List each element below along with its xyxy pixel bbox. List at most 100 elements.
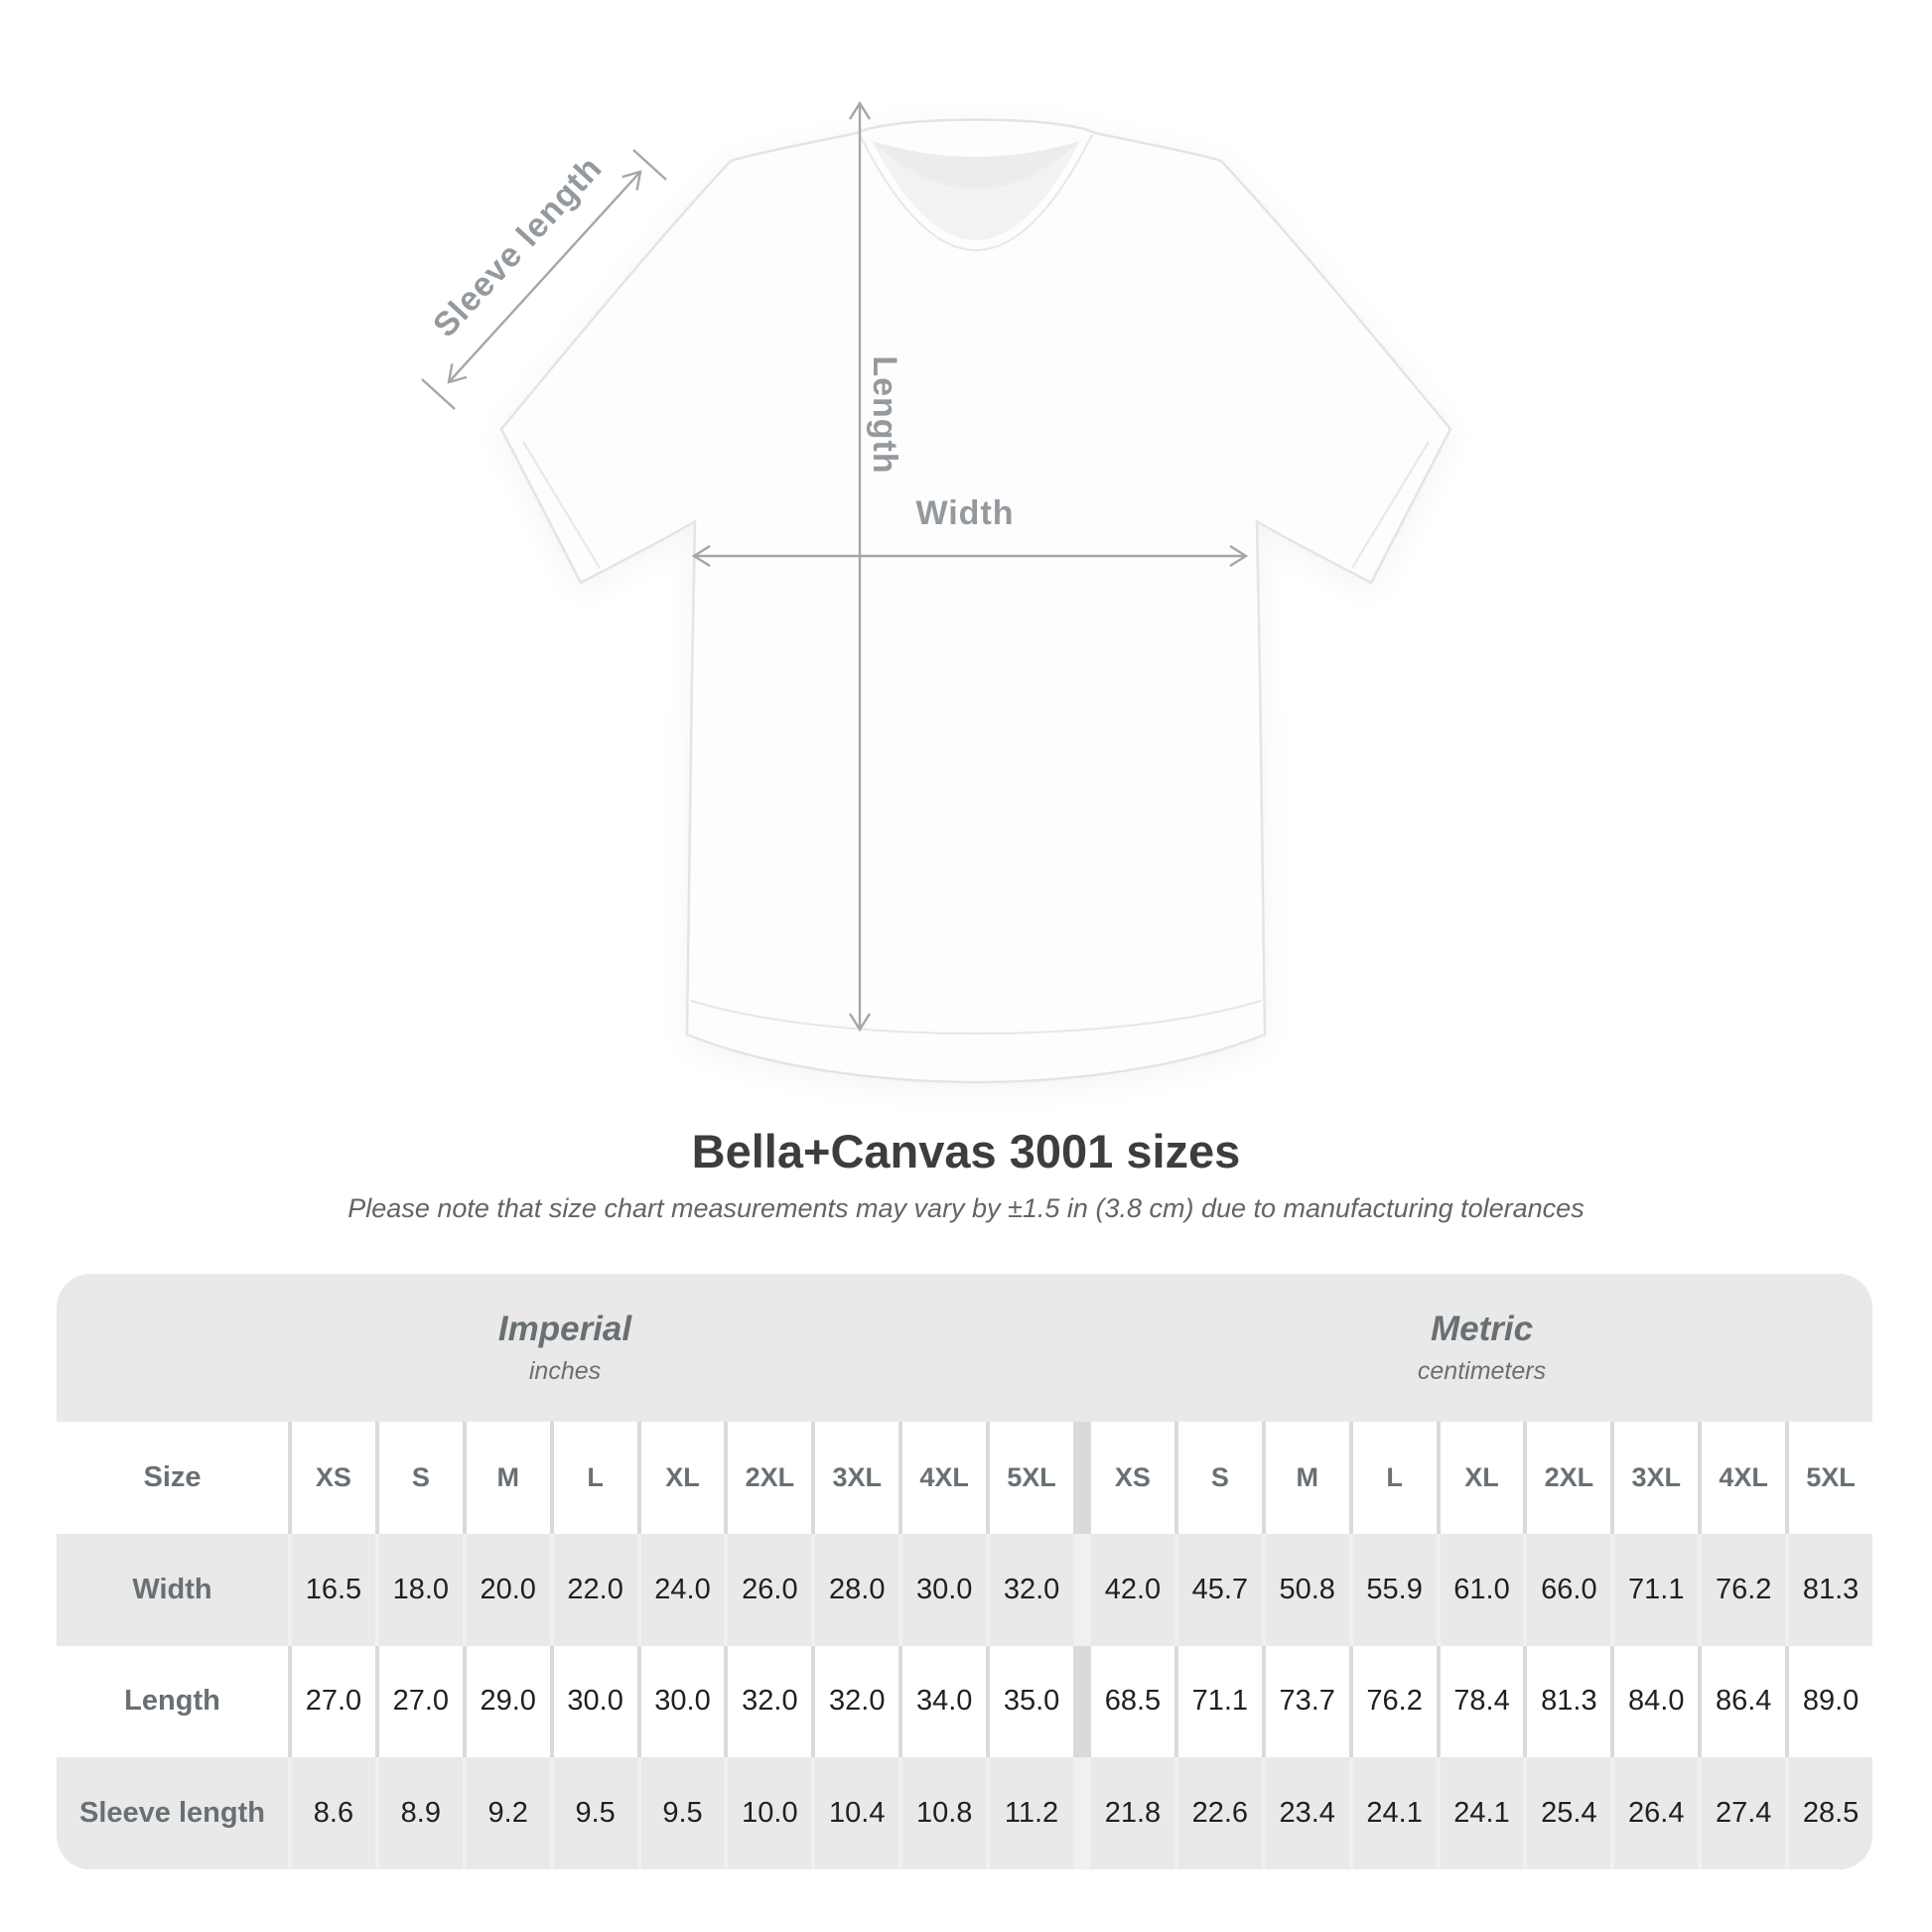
value-cell: 8.6 xyxy=(292,1757,375,1869)
value-cell: 11.2 xyxy=(990,1757,1073,1869)
value-cell: 30.0 xyxy=(902,1533,987,1646)
value-cell: 10.8 xyxy=(902,1757,987,1869)
tshirt-left-cuff-seam xyxy=(522,441,601,569)
table-row: Sleeve length 8.6 8.9 9.2 9.5 9.5 10.0 10.4 10.8… xyxy=(57,1757,1872,1869)
imperial-title: Imperial xyxy=(497,1309,632,1348)
value-cell: 26.0 xyxy=(728,1533,812,1646)
value-cell: 10.4 xyxy=(815,1757,899,1869)
value-cell: 25.4 xyxy=(1527,1757,1611,1869)
size-header-cell: XL xyxy=(640,1422,725,1534)
value-cell: 50.8 xyxy=(1265,1533,1349,1646)
value-cell: 68.5 xyxy=(1090,1645,1174,1758)
value-cell: 32.0 xyxy=(990,1533,1073,1646)
tshirt-body xyxy=(499,118,1452,1084)
value-cell: 27.0 xyxy=(292,1645,375,1758)
metric-title: Metric xyxy=(1430,1309,1534,1348)
page-subtitle: Please note that size chart measurements… xyxy=(347,1193,1585,1223)
value-cell: 66.0 xyxy=(1527,1533,1611,1646)
row-label: Length xyxy=(57,1645,288,1758)
value-cell: 34.0 xyxy=(902,1645,987,1758)
value-cell: 76.2 xyxy=(1352,1645,1437,1758)
value-cell: 28.5 xyxy=(1789,1757,1872,1869)
size-header-cell: S xyxy=(378,1422,463,1534)
value-cell: 73.7 xyxy=(1265,1645,1349,1758)
value-cell: 28.0 xyxy=(815,1533,899,1646)
value-cell: 30.0 xyxy=(640,1645,725,1758)
value-cell: 10.0 xyxy=(728,1757,812,1869)
value-cell: 23.4 xyxy=(1265,1757,1349,1869)
imperial-header: Imperial inches xyxy=(57,1274,1073,1422)
size-header-cell: 5XL xyxy=(1789,1422,1872,1534)
table-row: Width 16.5 18.0 20.0 22.0 24.0 26.0 28.0 30.0 32.… xyxy=(57,1533,1872,1646)
value-cell: 16.5 xyxy=(292,1533,375,1646)
tshirt-hem-seam xyxy=(690,1000,1262,1035)
value-cell: 71.1 xyxy=(1614,1533,1699,1646)
size-header-cell: 3XL xyxy=(1614,1422,1699,1534)
size-header-cell: 2XL xyxy=(1527,1422,1611,1534)
value-cell: 9.2 xyxy=(466,1757,550,1869)
tshirt-neck-shadow xyxy=(872,141,1080,189)
value-cell: 26.4 xyxy=(1614,1757,1699,1869)
value-cell: 20.0 xyxy=(466,1533,550,1646)
row-label: Width xyxy=(57,1533,288,1646)
value-cell: 78.4 xyxy=(1440,1645,1524,1758)
width-dimension: Width xyxy=(691,494,1249,568)
size-row-label: Size xyxy=(57,1422,288,1534)
value-cell: 86.4 xyxy=(1702,1645,1786,1758)
value-cell: 42.0 xyxy=(1090,1533,1174,1646)
value-cell: 29.0 xyxy=(466,1645,550,1758)
value-cell: 30.0 xyxy=(553,1645,637,1758)
value-cell: 84.0 xyxy=(1614,1645,1699,1758)
size-header-cell: L xyxy=(1352,1422,1437,1534)
value-cell: 76.2 xyxy=(1702,1533,1786,1646)
size-header-cell: M xyxy=(1265,1422,1349,1534)
value-cell: 81.3 xyxy=(1789,1533,1872,1646)
size-header-cell: 4XL xyxy=(1702,1422,1786,1534)
size-header-cell: S xyxy=(1177,1422,1262,1534)
value-cell: 32.0 xyxy=(728,1645,812,1758)
imperial-unit: inches xyxy=(528,1357,602,1386)
row-label: Sleeve length xyxy=(57,1757,288,1869)
value-cell: 8.9 xyxy=(378,1757,463,1869)
value-cell: 18.0 xyxy=(378,1533,463,1646)
value-cell: 61.0 xyxy=(1440,1533,1524,1646)
value-cell: 27.4 xyxy=(1702,1757,1786,1869)
size-header-cell: 3XL xyxy=(815,1422,899,1534)
size-header-cell: 2XL xyxy=(728,1422,812,1534)
tshirt-collar-seam xyxy=(859,134,1093,251)
tshirt-illustration xyxy=(499,118,1452,1084)
value-cell: 21.8 xyxy=(1090,1757,1174,1869)
size-header-cell: 5XL xyxy=(990,1422,1073,1534)
value-cell: 45.7 xyxy=(1177,1533,1262,1646)
size-header-cell: L xyxy=(553,1422,637,1534)
value-cell: 22.6 xyxy=(1177,1757,1262,1869)
size-header-cell: M xyxy=(466,1422,550,1534)
size-header-row: Size XS S M L XL 2XL 3XL 4XL 5XL XS S M L XL 2XL 3XL 4XL… xyxy=(57,1422,1872,1534)
size-header-cell: XL xyxy=(1440,1422,1524,1534)
size-header-cell: 4XL xyxy=(902,1422,987,1534)
value-cell: 24.1 xyxy=(1352,1757,1437,1869)
length-label: Length xyxy=(866,355,903,474)
value-cell: 9.5 xyxy=(640,1757,725,1869)
table-row: Length 27.0 27.0 29.0 30.0 30.0 32.0 32.0 34.0 35… xyxy=(57,1645,1872,1758)
value-cell: 24.1 xyxy=(1440,1757,1524,1869)
value-cell: 22.0 xyxy=(553,1533,637,1646)
value-cell: 81.3 xyxy=(1527,1645,1611,1758)
value-cell: 55.9 xyxy=(1352,1533,1437,1646)
sleeve-length-label: Sleeve length xyxy=(426,149,610,345)
value-cell: 89.0 xyxy=(1789,1645,1872,1758)
width-label: Width xyxy=(915,494,1014,532)
value-cell: 32.0 xyxy=(815,1645,899,1758)
metric-header: Metric centimeters xyxy=(1091,1274,1872,1422)
size-header-cell: XS xyxy=(292,1422,375,1534)
value-cell: 24.0 xyxy=(640,1533,725,1646)
tshirt-right-cuff-seam xyxy=(1351,441,1430,569)
unit-header-row: Imperial inches Metric centimeters xyxy=(57,1274,1872,1422)
value-cell: 71.1 xyxy=(1177,1645,1262,1758)
size-header-cell: XS xyxy=(1090,1422,1174,1534)
value-cell: 35.0 xyxy=(990,1645,1073,1758)
value-cell: 9.5 xyxy=(553,1757,637,1869)
size-table: Imperial inches Metric centimeters Size … xyxy=(57,1274,1872,1869)
page-title: Bella+Canvas 3001 sizes xyxy=(691,1125,1241,1177)
